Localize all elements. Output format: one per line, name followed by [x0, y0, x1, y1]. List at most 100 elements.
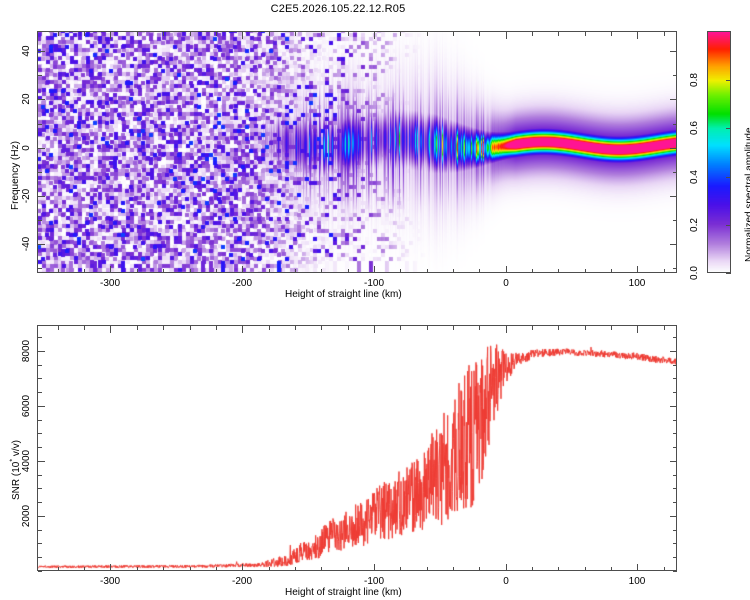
- axis-tick: [673, 475, 677, 476]
- axis-tick: [673, 543, 677, 544]
- axis-tick: [453, 269, 454, 273]
- axis-tick: [137, 32, 138, 36]
- axis-tick-label: 2000: [21, 504, 32, 528]
- axis-tick: [38, 447, 42, 448]
- axis-tick: [673, 392, 677, 393]
- axis-tick: [664, 567, 665, 571]
- axis-tick: [110, 32, 111, 39]
- axis-tick-label: -40: [21, 236, 32, 252]
- axis-tick: [611, 326, 612, 330]
- axis-tick: [295, 567, 296, 571]
- axis-tick: [400, 269, 401, 273]
- colorbar-tick-label: 0.2: [689, 218, 700, 232]
- axis-tick: [673, 365, 677, 366]
- axis-tick: [348, 326, 349, 330]
- axis-tick: [453, 567, 454, 571]
- axis-tick: [453, 326, 454, 330]
- colorbar-tick-label: 0.6: [689, 121, 700, 135]
- snr-yaxis-title-text: SNR (10* v/v): [10, 440, 23, 500]
- axis-tick: [670, 196, 677, 197]
- axis-tick: [38, 351, 45, 352]
- axis-tick: [348, 269, 349, 273]
- axis-tick: [38, 365, 42, 366]
- axis-tick: [269, 32, 270, 36]
- colorbar-gradient: [708, 32, 731, 273]
- axis-tick: [479, 32, 480, 36]
- axis-tick: [38, 571, 42, 572]
- axis-tick: [216, 269, 217, 273]
- snr-yaxis-title: SNR (10* v/v): [10, 440, 22, 500]
- axis-tick: [38, 268, 42, 269]
- axis-tick: [163, 32, 164, 36]
- axis-tick: [558, 326, 559, 330]
- axis-tick-label: 0: [503, 278, 509, 289]
- colorbar-tick-label: 0.8: [689, 73, 700, 87]
- axis-tick-label: 4000: [21, 449, 32, 473]
- axis-tick-label: 8000: [21, 339, 32, 363]
- colorbar-tick: [726, 225, 731, 226]
- spectrogram-yaxis-title: Frequency (Hz): [10, 141, 21, 210]
- axis-tick: [38, 337, 42, 338]
- axis-tick: [400, 32, 401, 36]
- axis-tick: [163, 326, 164, 330]
- axis-tick: [400, 326, 401, 330]
- axis-tick: [38, 392, 42, 393]
- axis-tick: [374, 266, 375, 273]
- axis-tick-label: 0: [21, 145, 32, 151]
- axis-tick: [38, 148, 45, 149]
- axis-tick: [558, 269, 559, 273]
- axis-tick: [532, 326, 533, 330]
- axis-tick: [38, 51, 45, 52]
- axis-tick: [427, 269, 428, 273]
- axis-tick: [216, 326, 217, 330]
- axis-tick: [611, 269, 612, 273]
- axis-tick: [585, 326, 586, 330]
- axis-tick: [190, 269, 191, 273]
- colorbar-tick-label: 0.0: [689, 266, 700, 280]
- axis-tick: [479, 567, 480, 571]
- axis-tick: [137, 326, 138, 330]
- axis-tick: [190, 32, 191, 36]
- axis-tick: [269, 269, 270, 273]
- axis-tick: [321, 32, 322, 36]
- axis-tick: [38, 433, 42, 434]
- axis-tick: [506, 266, 507, 273]
- axis-tick: [506, 564, 507, 571]
- snr-xaxis-title: Height of straight line (km): [285, 587, 402, 598]
- axis-tick: [190, 326, 191, 330]
- axis-tick: [38, 406, 45, 407]
- axis-tick: [84, 326, 85, 330]
- axis-tick: [38, 124, 42, 125]
- axis-tick: [38, 502, 42, 503]
- axis-tick: [269, 326, 270, 330]
- axis-tick: [611, 567, 612, 571]
- axis-tick: [58, 269, 59, 273]
- axis-tick: [427, 567, 428, 571]
- snr-plot-area: [38, 326, 677, 571]
- spectrogram-plot-area: [38, 32, 677, 273]
- colorbar-tick: [726, 273, 731, 274]
- axis-tick: [242, 564, 243, 571]
- axis-tick: [664, 269, 665, 273]
- axis-tick: [163, 567, 164, 571]
- axis-tick: [321, 326, 322, 330]
- axis-tick: [295, 326, 296, 330]
- axis-tick: [374, 326, 375, 333]
- axis-tick: [673, 220, 677, 221]
- axis-tick: [479, 326, 480, 330]
- axis-tick: [216, 567, 217, 571]
- axis-tick-label: 40: [21, 45, 32, 57]
- axis-tick: [137, 567, 138, 571]
- axis-tick: [374, 564, 375, 571]
- axis-tick: [38, 244, 45, 245]
- colorbar-tick: [726, 128, 731, 129]
- axis-tick: [585, 567, 586, 571]
- axis-tick-label: -100: [363, 576, 385, 587]
- axis-tick-label: -20: [21, 188, 32, 204]
- axis-tick: [38, 220, 42, 221]
- axis-tick-label: -200: [231, 278, 253, 289]
- axis-tick: [38, 461, 45, 462]
- axis-tick: [479, 269, 480, 273]
- colorbar-tick: [726, 177, 731, 178]
- axis-tick: [670, 351, 677, 352]
